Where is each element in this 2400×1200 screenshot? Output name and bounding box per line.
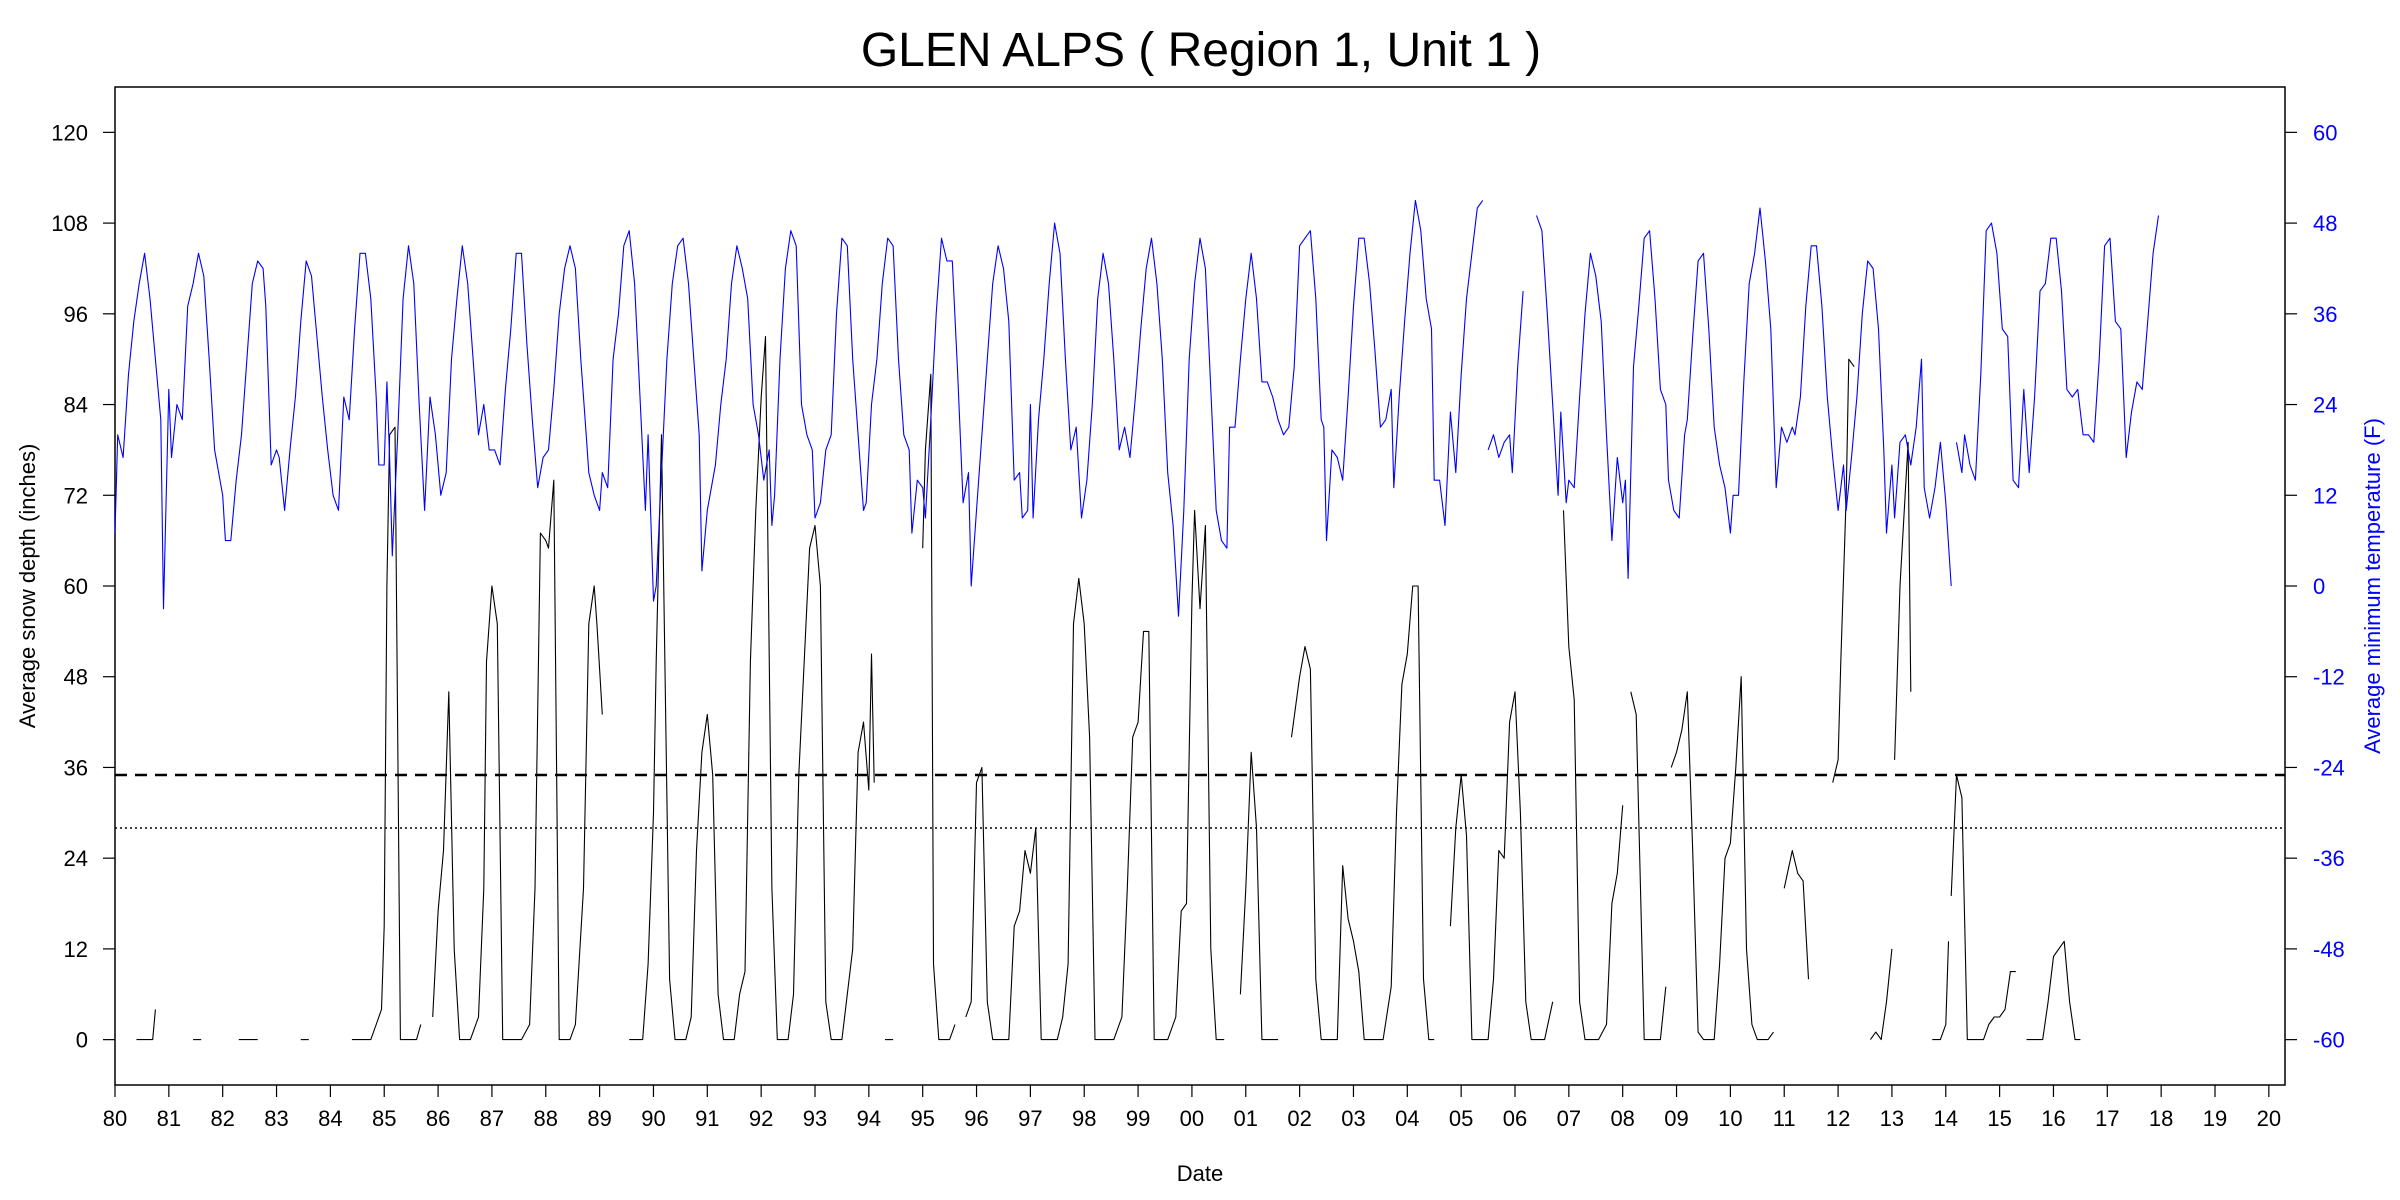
y-left-tick-label: 84	[64, 393, 88, 418]
x-tick-label: 03	[1341, 1106, 1365, 1131]
snow-depth-line-segment	[629, 335, 875, 1041]
x-tick-label: 98	[1072, 1106, 1096, 1131]
snow-depth-line-segment	[351, 426, 422, 1041]
snow-depth-line-segment	[1449, 691, 1554, 1041]
x-tick-label: 91	[695, 1106, 719, 1131]
y-right-tick-label: -60	[2313, 1028, 2345, 1053]
x-tick-label: 84	[318, 1106, 342, 1131]
x-tick-label: 97	[1018, 1106, 1042, 1131]
x-tick-label: 02	[1287, 1106, 1311, 1131]
x-tick-label: 89	[587, 1106, 611, 1131]
snow-depth-line-segment	[922, 373, 956, 1041]
y-left-tick-label: 72	[64, 483, 88, 508]
x-tick-label: 09	[1664, 1106, 1688, 1131]
y-right-tick-label: 60	[2313, 120, 2337, 145]
x-tick-label: 08	[1610, 1106, 1634, 1131]
y-left-tick-label: 0	[76, 1028, 88, 1053]
y-right-tick-label: 0	[2313, 574, 2325, 599]
x-tick-label: 18	[2149, 1106, 2173, 1131]
snow-depth-line-segment	[136, 1009, 156, 1041]
snow-depth-line-segment	[1869, 948, 1893, 1041]
snow-depth-line-segment	[1290, 585, 1435, 1041]
series-lines	[114, 199, 2160, 1041]
snow-depth-line-segment	[1832, 358, 1855, 783]
snow-depth-line-segment	[1950, 774, 2016, 1041]
x-tick-label: 95	[910, 1106, 934, 1131]
y-right-tick-label: -36	[2313, 846, 2345, 871]
y-right-tick-label: -48	[2313, 937, 2345, 962]
snow-depth-line-segment	[1894, 441, 1912, 760]
x-tick-label: 14	[1934, 1106, 1958, 1131]
snow-depth-line-segment	[1783, 850, 1810, 980]
y-left-tick-label: 48	[64, 665, 88, 690]
x-tick-label: 85	[372, 1106, 396, 1131]
y-left-tick-label: 24	[64, 846, 88, 871]
x-tick-label: 11	[1773, 1106, 1796, 1131]
x-tick-label: 81	[157, 1106, 181, 1131]
snow-depth-line-segment	[1670, 676, 1774, 1041]
y-axis-right: -60 -48 -36 -24 -12 0 12 24 36 48 60	[2285, 120, 2345, 1053]
x-tick-label: 05	[1449, 1106, 1473, 1131]
y-right-tick-label: 12	[2313, 483, 2337, 508]
plot-frame	[114, 86, 2286, 1086]
x-tick-label: 20	[2257, 1106, 2281, 1131]
temperature-line-segment	[1535, 207, 1952, 587]
temperature-line-segment	[1955, 215, 2160, 489]
y-left-tick-label: 60	[64, 574, 88, 599]
x-tick-label: 06	[1503, 1106, 1527, 1131]
x-tick-label: 10	[1718, 1106, 1742, 1131]
x-tick-label: 90	[641, 1106, 665, 1131]
y-axis-left-title: Average snow depth (inches)	[15, 444, 40, 729]
snow-depth-line-segment	[1630, 691, 1667, 1041]
y-axis-right-title: Average minimum temperature (F)	[2360, 418, 2385, 754]
x-tick-label: 80	[103, 1106, 127, 1131]
x-tick-label: 17	[2095, 1106, 2119, 1131]
y-right-tick-label: 36	[2313, 302, 2337, 327]
x-tick-label: 93	[803, 1106, 827, 1131]
x-tick-label: 13	[1880, 1106, 1904, 1131]
x-tick-label: 12	[1826, 1106, 1850, 1131]
chart-title: GLEN ALPS ( Region 1, Unit 1 )	[861, 24, 1541, 77]
x-tick-label: 19	[2203, 1106, 2227, 1131]
x-axis: 80 81 82 83 84 85 86 87 88 89 90 91 92 93 94 95 96 97 98 99…	[103, 1085, 2281, 1131]
y-right-tick-label: 48	[2313, 211, 2337, 236]
x-tick-label: 87	[480, 1106, 504, 1131]
snow-depth-line-segment	[1932, 941, 1950, 1041]
x-tick-label: 86	[426, 1106, 450, 1131]
x-tick-label: 92	[749, 1106, 773, 1131]
snow-depth-line-segment	[2026, 940, 2081, 1041]
x-tick-label: 15	[1987, 1106, 2011, 1131]
y-left-tick-label: 96	[64, 302, 88, 327]
x-tick-label: 00	[1180, 1106, 1204, 1131]
x-tick-label: 82	[210, 1106, 234, 1131]
x-tick-label: 07	[1557, 1106, 1581, 1131]
y-right-tick-label: -24	[2313, 755, 2345, 780]
x-tick-label: 04	[1395, 1106, 1419, 1131]
snow-depth-line-segment	[965, 509, 1225, 1041]
x-tick-label: 16	[2041, 1106, 2065, 1131]
x-tick-label: 01	[1234, 1106, 1258, 1131]
x-tick-label: 83	[264, 1106, 288, 1131]
snow-depth-line-segment	[1562, 510, 1624, 1041]
y-right-tick-label: 24	[2313, 393, 2337, 418]
y-axis-left: 0 12 24 36 48 60 72 84 96 108 120	[51, 120, 115, 1053]
x-tick-label: 94	[857, 1106, 881, 1131]
x-axis-title: Date	[1177, 1161, 1223, 1186]
temperature-line-segment	[1487, 291, 1524, 474]
temperature-line-segment	[114, 199, 1484, 617]
reference-lines	[115, 773, 2285, 829]
y-right-tick-label: -12	[2313, 665, 2345, 690]
snow-depth-line-segment	[1239, 751, 1279, 1041]
x-tick-label: 96	[964, 1106, 988, 1131]
y-left-tick-label: 12	[64, 937, 88, 962]
y-left-tick-label: 108	[51, 211, 88, 236]
y-left-tick-label: 36	[64, 755, 88, 780]
y-left-tick-label: 120	[51, 120, 88, 145]
x-tick-label: 99	[1126, 1106, 1150, 1131]
x-tick-label: 88	[534, 1106, 558, 1131]
snow-depth-line-segment	[432, 479, 603, 1041]
